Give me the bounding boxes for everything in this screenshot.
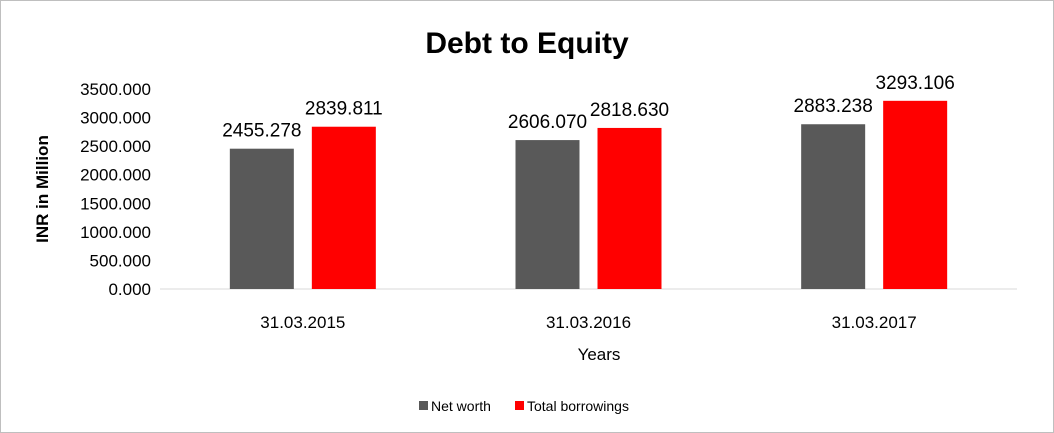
x-tick-label: 31.03.2015	[260, 313, 345, 332]
x-tick-label: 31.03.2017	[832, 313, 917, 332]
y-tick-label: 2000.000	[80, 166, 151, 185]
legend-swatch-net-worth	[419, 401, 428, 410]
y-tick-label: 2500.000	[80, 137, 151, 156]
bar-net-worth	[801, 124, 866, 289]
x-tick-label: 31.03.2016	[546, 313, 631, 332]
data-label: 2883.238	[794, 96, 873, 117]
legend: Net worth Total borrowings	[419, 398, 629, 414]
y-tick-label: 500.000	[90, 251, 151, 270]
bar-net-worth	[229, 148, 294, 289]
bar-total-borrowings	[883, 100, 948, 290]
data-label: 2606.070	[508, 112, 587, 133]
x-axis-title: Years	[578, 345, 621, 364]
plot-area: 0.000 500.000 1000.000 1500.000 2000.000 2500…	[80, 73, 1017, 332]
data-label: 3293.106	[876, 73, 955, 94]
y-axis-title: INR in Million	[33, 135, 52, 243]
chart-title: Debt to Equity	[425, 27, 629, 60]
legend-label: Net worth	[431, 398, 491, 414]
legend-label: Total borrowings	[527, 398, 629, 414]
y-tick-label: 3500.000	[80, 80, 151, 99]
data-label: 2839.811	[305, 99, 383, 120]
y-tick-label: 0.000	[108, 280, 151, 299]
y-tick-label: 1500.000	[80, 194, 151, 213]
bar-total-borrowings	[311, 126, 376, 289]
bar-net-worth	[515, 140, 580, 289]
data-label: 2818.630	[590, 100, 669, 121]
bar-total-borrowings	[597, 127, 662, 289]
legend-swatch-total-borrowings	[515, 401, 524, 410]
y-tick-label: 3000.000	[80, 109, 151, 128]
y-tick-label: 1000.000	[80, 223, 151, 242]
data-label: 2455.278	[222, 121, 301, 142]
